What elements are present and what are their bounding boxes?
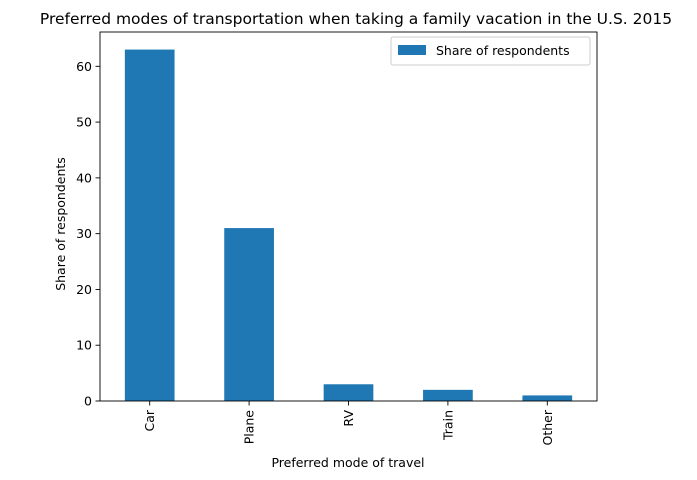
y-tick-label: 40 — [76, 170, 92, 185]
plot-frame — [99, 31, 598, 402]
y-axis-label: Share of respondents — [53, 157, 68, 291]
bar-other — [522, 395, 573, 401]
x-tick-label: Train — [440, 410, 455, 441]
x-tick-label: Other — [540, 409, 555, 445]
bar-plane — [224, 228, 274, 401]
bar-train — [423, 389, 473, 401]
legend-swatch — [398, 45, 426, 55]
y-tick-label: 50 — [76, 115, 92, 130]
y-tick-label: 30 — [76, 226, 92, 241]
chart-title: Preferred modes of transportation when t… — [40, 10, 672, 28]
legend-box — [390, 36, 591, 66]
x-tick-label: RV — [341, 410, 356, 427]
bar-rv — [323, 384, 374, 401]
bar-car — [124, 49, 175, 401]
x-tick-label: Plane — [242, 410, 257, 445]
legend: Share of respondents — [390, 36, 591, 66]
x-axis-ticks: Car Plane RV Train Other — [142, 401, 555, 446]
y-tick-label: 10 — [76, 338, 92, 353]
x-axis-label: Preferred mode of travel — [271, 455, 424, 470]
y-tick-label: 60 — [76, 59, 92, 74]
bars — [124, 49, 573, 401]
y-tick-label: 20 — [76, 282, 92, 297]
y-axis-ticks: 0 10 20 30 40 50 60 — [76, 59, 100, 409]
x-tick-label: Car — [142, 409, 157, 431]
legend-label: Share of respondents — [436, 43, 570, 58]
y-tick-label: 0 — [84, 394, 92, 409]
plot-area: 0 10 20 30 40 50 60 Car Plane RV Train Other — [76, 31, 598, 446]
